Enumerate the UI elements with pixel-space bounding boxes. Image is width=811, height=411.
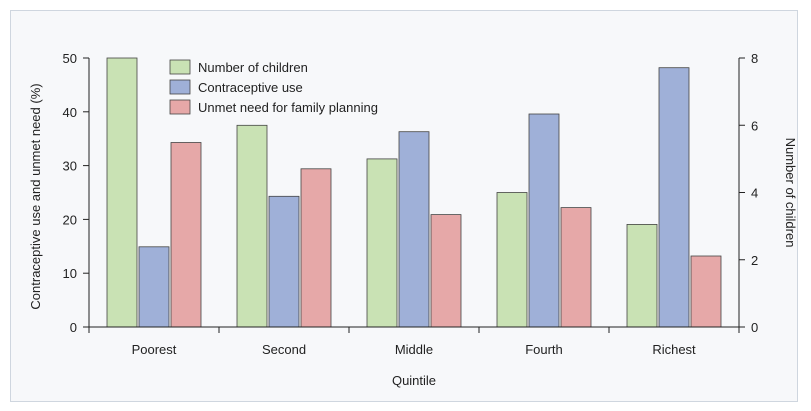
bar-unmet-need-for-family-planning-second [300,168,332,328]
x-tick-label-fourth: Fourth [525,342,563,357]
bar-contraceptive-use-middle [398,131,430,328]
bars-layer [106,57,722,328]
bar-contraceptive-use-poorest [138,246,170,328]
x-tick-label-second: Second [262,342,306,357]
left-y-tick-label: 40 [63,105,77,120]
bar-unmet-need-for-family-planning-middle [430,214,462,328]
x-tick-label-middle: Middle [395,342,433,357]
x-tick-label-richest: Richest [652,342,696,357]
legend-swatch-number-of-children [169,59,191,75]
right-y-tick-label: 6 [751,118,758,133]
x-tick-label-poorest: Poorest [132,342,177,357]
bar-number-of-children-second [236,124,268,328]
bar-unmet-need-for-family-planning-fourth [560,207,592,328]
legend-swatch-unmet-need-for-family-planning [169,99,191,115]
bar-unmet-need-for-family-planning-poorest [170,142,202,328]
x-axis-title: Quintile [392,373,436,388]
right-y-axis-title: Number of children [783,138,798,248]
axes-layer: Poorest Second Middle Fourth Richest01020304… [63,51,759,357]
bar-number-of-children-poorest [106,57,138,328]
legend-label-number-of-children: Number of children [198,60,308,75]
bar-number-of-children-middle [366,158,398,328]
bar-unmet-need-for-family-planning-richest [690,255,722,328]
left-y-axis-title: Contraceptive use and unmet need (%) [28,83,43,309]
bar-contraceptive-use-second [268,195,300,328]
legend-swatch-contraceptive-use [169,79,191,95]
bar-number-of-children-richest [626,223,658,328]
right-y-tick-label: 2 [751,253,758,268]
right-y-tick-label: 4 [751,186,758,201]
left-y-tick-label: 30 [63,159,77,174]
bar-contraceptive-use-fourth [528,113,560,328]
legend: Number of children Contraceptive use Unmet… [169,59,378,115]
right-y-tick-label: 8 [751,51,758,66]
left-y-tick-label: 20 [63,212,77,227]
legend-label-unmet-need-for-family-planning: Unmet need for family planning [198,100,378,115]
legend-label-contraceptive-use: Contraceptive use [198,80,303,95]
left-y-tick-label: 10 [63,266,77,281]
left-y-tick-label: 0 [70,320,77,335]
right-y-tick-label: 0 [751,320,758,335]
left-y-tick-label: 50 [63,51,77,66]
bar-contraceptive-use-richest [658,67,690,328]
bar-number-of-children-fourth [496,192,528,328]
